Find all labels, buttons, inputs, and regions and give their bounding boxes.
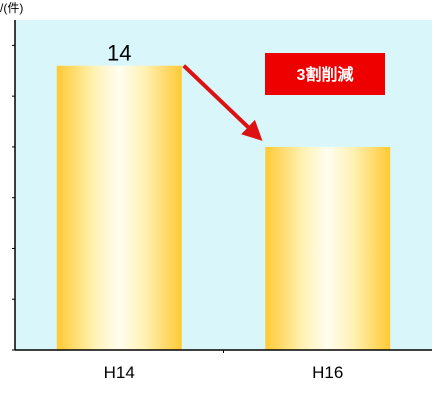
bar-h16 xyxy=(265,146,391,350)
y-unit-label: /(件) xyxy=(0,1,23,15)
x-axis-tick-labels: H14 H16 xyxy=(104,363,344,382)
data-labels: 14 xyxy=(107,41,131,66)
reduction-annotation-box xyxy=(265,53,385,95)
reduction-arrow xyxy=(182,64,263,141)
x-tick-label-h16: H16 xyxy=(312,363,343,382)
y-axis-ticks xyxy=(12,44,15,351)
data-label-h14: 14 xyxy=(107,41,131,66)
bar-series xyxy=(56,65,391,350)
reduction-annotation-text: 3割削減 xyxy=(297,65,354,84)
x-tick-label-h14: H14 xyxy=(104,363,135,382)
bar-h14 xyxy=(56,65,182,350)
